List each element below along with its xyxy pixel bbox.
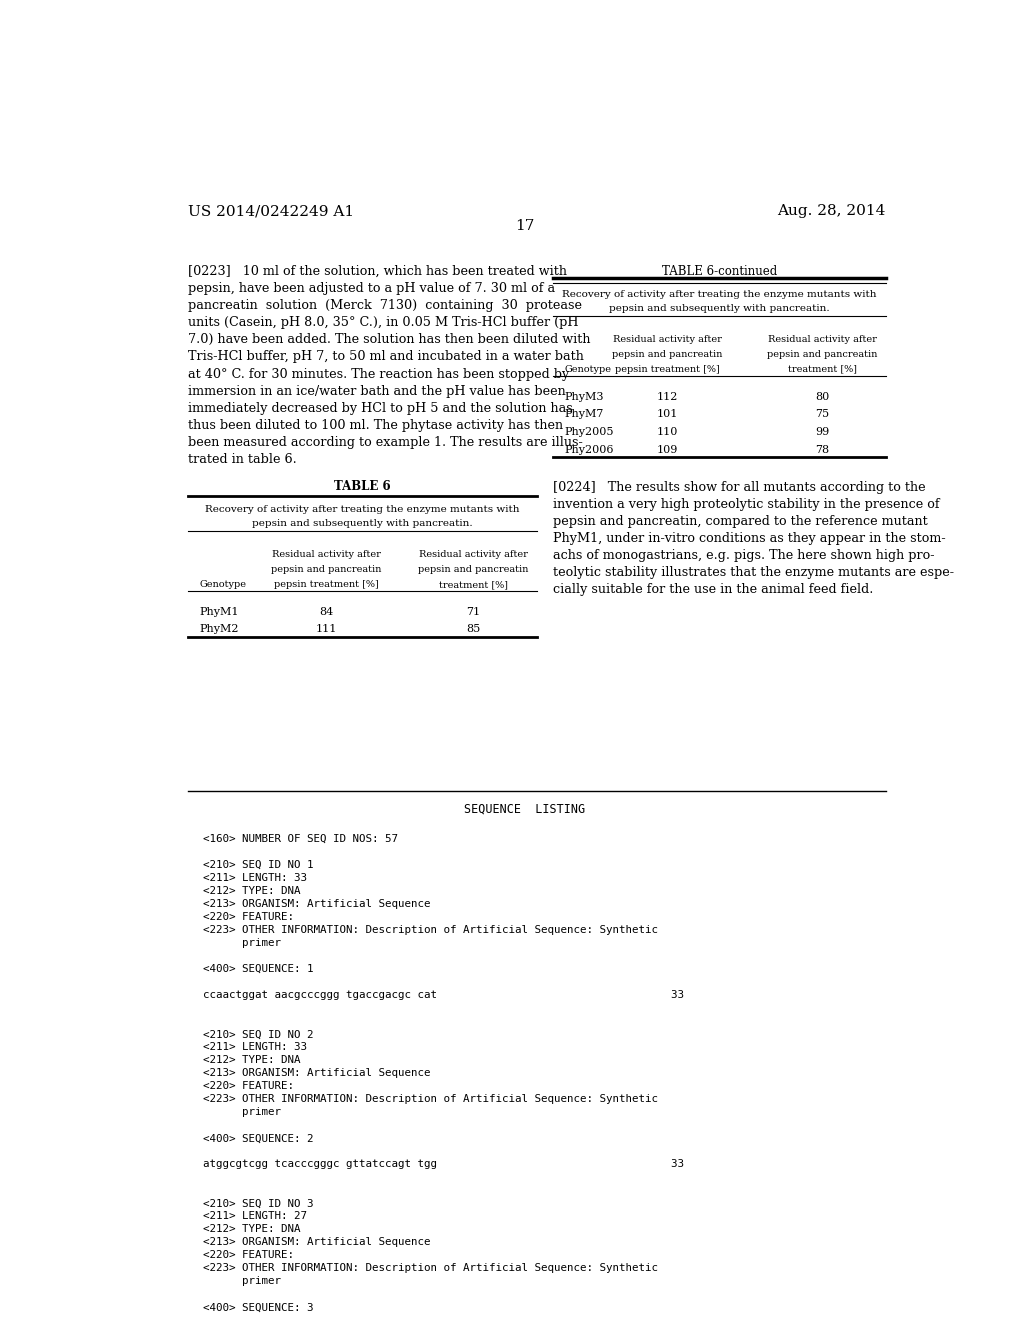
Text: Residual activity after: Residual activity after [419, 550, 527, 560]
Text: TABLE 6-continued: TABLE 6-continued [662, 265, 777, 279]
Text: achs of monogastrians, e.g. pigs. The here shown high pro-: achs of monogastrians, e.g. pigs. The he… [553, 549, 934, 562]
Text: 75: 75 [815, 409, 829, 420]
Text: PhyM1, under in-vitro conditions as they appear in the stom-: PhyM1, under in-vitro conditions as they… [553, 532, 945, 545]
Text: Recovery of activity after treating the enzyme mutants with: Recovery of activity after treating the … [205, 504, 519, 513]
Text: atggcgtcgg tcacccgggc gttatccagt tgg                                    33: atggcgtcgg tcacccgggc gttatccagt tgg 33 [204, 1159, 684, 1170]
Text: PhyM1: PhyM1 [200, 607, 239, 616]
Text: <220> FEATURE:: <220> FEATURE: [204, 1250, 294, 1261]
Text: PhyM2: PhyM2 [200, 624, 239, 635]
Text: Residual activity after: Residual activity after [613, 335, 722, 345]
Text: <223> OTHER INFORMATION: Description of Artificial Sequence: Synthetic: <223> OTHER INFORMATION: Description of … [204, 925, 658, 935]
Text: <400> SEQUENCE: 1: <400> SEQUENCE: 1 [204, 964, 314, 974]
Text: primer: primer [204, 1276, 282, 1287]
Text: been measured according to example 1. The results are illus-: been measured according to example 1. Th… [187, 436, 583, 449]
Text: treatment [%]: treatment [%] [787, 364, 857, 374]
Text: <210> SEQ ID NO 3: <210> SEQ ID NO 3 [204, 1199, 314, 1208]
Text: Residual activity after: Residual activity after [768, 335, 877, 345]
Text: <211> LENGTH: 33: <211> LENGTH: 33 [204, 1043, 307, 1052]
Text: trated in table 6.: trated in table 6. [187, 453, 296, 466]
Text: <210> SEQ ID NO 2: <210> SEQ ID NO 2 [204, 1030, 314, 1039]
Text: treatment [%]: treatment [%] [438, 579, 508, 589]
Text: Genotype: Genotype [200, 579, 247, 589]
Text: US 2014/0242249 A1: US 2014/0242249 A1 [187, 205, 353, 218]
Text: pepsin and pancreatin, compared to the reference mutant: pepsin and pancreatin, compared to the r… [553, 515, 928, 528]
Text: pepsin and pancreatin: pepsin and pancreatin [612, 350, 723, 359]
Text: Recovery of activity after treating the enzyme mutants with: Recovery of activity after treating the … [562, 289, 877, 298]
Text: <220> FEATURE:: <220> FEATURE: [204, 912, 294, 923]
Text: <212> TYPE: DNA: <212> TYPE: DNA [204, 1225, 301, 1234]
Text: <213> ORGANISM: Artificial Sequence: <213> ORGANISM: Artificial Sequence [204, 899, 431, 909]
Text: pepsin, have been adjusted to a pH value of 7. 30 ml of a: pepsin, have been adjusted to a pH value… [187, 282, 555, 296]
Text: <400> SEQUENCE: 2: <400> SEQUENCE: 2 [204, 1134, 314, 1143]
Text: ccaactggat aacgcccggg tgaccgacgc cat                                    33: ccaactggat aacgcccggg tgaccgacgc cat 33 [204, 990, 684, 1001]
Text: Aug. 28, 2014: Aug. 28, 2014 [777, 205, 886, 218]
Text: [0224]   The results show for all mutants according to the: [0224] The results show for all mutants … [553, 480, 926, 494]
Text: at 40° C. for 30 minutes. The reaction has been stopped by: at 40° C. for 30 minutes. The reaction h… [187, 367, 568, 380]
Text: 85: 85 [466, 624, 480, 635]
Text: primer: primer [204, 939, 282, 948]
Text: Phy2005: Phy2005 [564, 428, 614, 437]
Text: 111: 111 [315, 624, 337, 635]
Text: 17: 17 [515, 219, 535, 234]
Text: PhyM3: PhyM3 [564, 392, 604, 401]
Text: [0223]   10 ml of the solution, which has been treated with: [0223] 10 ml of the solution, which has … [187, 265, 566, 279]
Text: <223> OTHER INFORMATION: Description of Artificial Sequence: Synthetic: <223> OTHER INFORMATION: Description of … [204, 1094, 658, 1105]
Text: Residual activity after: Residual activity after [272, 550, 381, 560]
Text: PhyM7: PhyM7 [564, 409, 604, 420]
Text: invention a very high proteolytic stability in the presence of: invention a very high proteolytic stabil… [553, 498, 939, 511]
Text: Tris-HCl buffer, pH 7, to 50 ml and incubated in a water bath: Tris-HCl buffer, pH 7, to 50 ml and incu… [187, 351, 584, 363]
Text: 84: 84 [319, 607, 334, 616]
Text: 7.0) have been added. The solution has then been diluted with: 7.0) have been added. The solution has t… [187, 334, 590, 346]
Text: immersion in an ice/water bath and the pH value has been: immersion in an ice/water bath and the p… [187, 384, 565, 397]
Text: Phy2006: Phy2006 [564, 445, 614, 454]
Text: <213> ORGANISM: Artificial Sequence: <213> ORGANISM: Artificial Sequence [204, 1068, 431, 1078]
Text: 112: 112 [657, 392, 678, 401]
Text: <211> LENGTH: 33: <211> LENGTH: 33 [204, 873, 307, 883]
Text: pepsin treatment [%]: pepsin treatment [%] [274, 579, 379, 589]
Text: units (Casein, pH 8.0, 35° C.), in 0.05 M Tris-HCl buffer (pH: units (Casein, pH 8.0, 35° C.), in 0.05 … [187, 317, 578, 330]
Text: <220> FEATURE:: <220> FEATURE: [204, 1081, 294, 1092]
Text: pepsin and pancreatin: pepsin and pancreatin [418, 565, 528, 574]
Text: SEQUENCE  LISTING: SEQUENCE LISTING [464, 803, 586, 816]
Text: 109: 109 [657, 445, 678, 454]
Text: pepsin and subsequently with pancreatin.: pepsin and subsequently with pancreatin. [609, 304, 829, 313]
Text: immediately decreased by HCl to pH 5 and the solution has: immediately decreased by HCl to pH 5 and… [187, 401, 572, 414]
Text: pepsin and pancreatin: pepsin and pancreatin [767, 350, 878, 359]
Text: 110: 110 [657, 428, 678, 437]
Text: <160> NUMBER OF SEQ ID NOS: 57: <160> NUMBER OF SEQ ID NOS: 57 [204, 834, 398, 843]
Text: pepsin and subsequently with pancreatin.: pepsin and subsequently with pancreatin. [252, 519, 472, 528]
Text: <400> SEQUENCE: 3: <400> SEQUENCE: 3 [204, 1303, 314, 1312]
Text: 99: 99 [815, 428, 829, 437]
Text: 101: 101 [657, 409, 678, 420]
Text: teolytic stability illustrates that the enzyme mutants are espe-: teolytic stability illustrates that the … [553, 566, 953, 579]
Text: pancreatin  solution  (Merck  7130)  containing  30  protease: pancreatin solution (Merck 7130) contain… [187, 300, 582, 313]
Text: pepsin treatment [%]: pepsin treatment [%] [615, 364, 720, 374]
Text: cially suitable for the use in the animal feed field.: cially suitable for the use in the anima… [553, 583, 872, 597]
Text: <212> TYPE: DNA: <212> TYPE: DNA [204, 886, 301, 896]
Text: TABLE 6: TABLE 6 [334, 480, 390, 494]
Text: Genotype: Genotype [564, 364, 611, 374]
Text: <213> ORGANISM: Artificial Sequence: <213> ORGANISM: Artificial Sequence [204, 1237, 431, 1247]
Text: pepsin and pancreatin: pepsin and pancreatin [271, 565, 382, 574]
Text: 80: 80 [815, 392, 829, 401]
Text: 78: 78 [815, 445, 829, 454]
Text: <211> LENGTH: 27: <211> LENGTH: 27 [204, 1212, 307, 1221]
Text: <223> OTHER INFORMATION: Description of Artificial Sequence: Synthetic: <223> OTHER INFORMATION: Description of … [204, 1263, 658, 1274]
Text: thus been diluted to 100 ml. The phytase activity has then: thus been diluted to 100 ml. The phytase… [187, 418, 562, 432]
Text: <210> SEQ ID NO 1: <210> SEQ ID NO 1 [204, 861, 314, 870]
Text: <212> TYPE: DNA: <212> TYPE: DNA [204, 1055, 301, 1065]
Text: primer: primer [204, 1107, 282, 1117]
Text: 71: 71 [466, 607, 480, 616]
